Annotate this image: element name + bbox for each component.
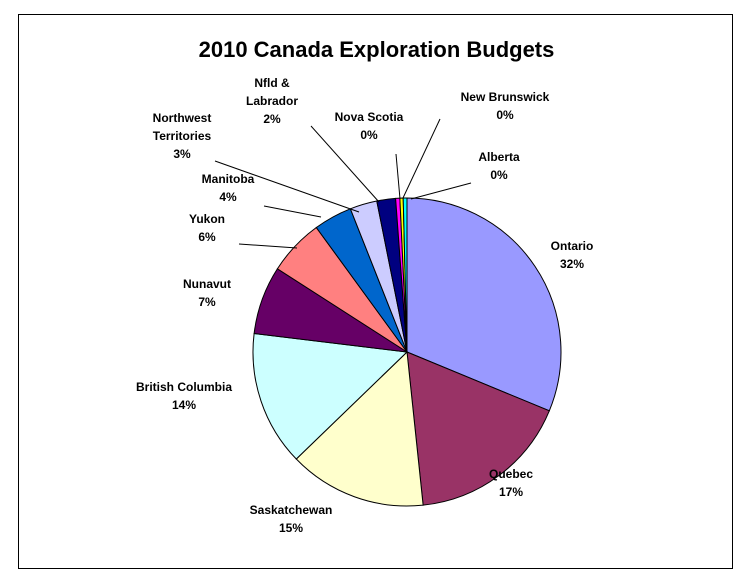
leader-line xyxy=(310,125,380,203)
leader-line xyxy=(395,153,401,200)
slice-label-ontario: Ontario 32% xyxy=(551,239,594,271)
chart-title: 2010 Canada Exploration Budgets xyxy=(198,37,555,62)
slice-label-saskatchewan: Saskatchewan 15% xyxy=(250,503,333,535)
slice-label-northwest-territories: Northwest Territories 3% xyxy=(153,111,212,161)
slice-label-yukon: Yukon 6% xyxy=(189,212,225,244)
slice-label-nunavut: Nunavut 7% xyxy=(183,277,231,309)
slice-label-nfld-labrador: Nfld & Labrador 2% xyxy=(246,76,298,126)
slice-label-nova-scotia: Nova Scotia 0% xyxy=(335,110,404,142)
slice-label-quebec: Quebec 17% xyxy=(489,467,533,499)
slice-label-british-columbia: British Columbia 14% xyxy=(136,380,232,412)
pie-slice-quebec xyxy=(406,351,550,506)
pie-chart: Ontario 32% Quebec 17% Saskatchewan 15% Britis… xyxy=(136,76,594,535)
pie-slice-ontario xyxy=(406,197,562,412)
pie-slice-british-columbia xyxy=(252,332,409,460)
leader-line xyxy=(238,243,298,249)
slice-label-manitoba: Manitoba 4% xyxy=(202,172,255,204)
leader-line xyxy=(410,182,472,200)
chart-frame: 2010 Canada Exploration Budgets Ontario 3… xyxy=(18,14,733,569)
leader-line xyxy=(402,118,441,199)
slice-label-alberta: Alberta 0% xyxy=(478,150,520,182)
pie-slice-saskatchewan xyxy=(295,350,424,507)
slice-label-new-brunswick: New Brunswick 0% xyxy=(461,90,550,122)
leader-line xyxy=(214,160,360,213)
leader-line xyxy=(263,205,322,218)
